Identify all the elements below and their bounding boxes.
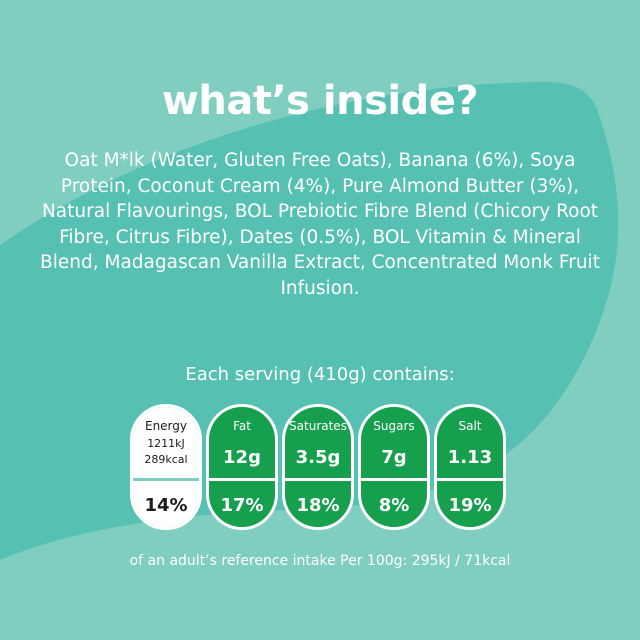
saturates-percent: 18%: [296, 495, 340, 516]
reference-intake-note: of an adult’s reference intake Per 100g:…: [129, 553, 511, 569]
salt-badge: Salt 1.13 19%: [434, 404, 506, 530]
saturates-value: 3.5g: [295, 447, 341, 468]
serving-label: Each serving (410g) contains:: [185, 364, 455, 385]
salt-label: Salt: [458, 419, 482, 433]
energy-kcal: 289kcal: [144, 453, 188, 466]
energy-badge: Energy 1211kJ 289kcal 14%: [130, 404, 202, 530]
energy-kj: 1211kJ: [147, 437, 185, 450]
sugars-badge: Sugars 7g 8%: [358, 404, 430, 530]
fat-value: 12g: [223, 447, 261, 468]
fat-percent: 17%: [220, 495, 264, 516]
fat-label: Fat: [233, 419, 251, 433]
saturates-label: Saturates: [289, 419, 347, 433]
ingredients-list: Oat M*lk (Water, Gluten Free Oats), Bana…: [40, 150, 600, 299]
salt-value: 1.13: [447, 447, 493, 468]
energy-percent: 14%: [144, 495, 188, 516]
sugars-percent: 8%: [378, 495, 410, 516]
salt-percent: 19%: [448, 495, 492, 516]
sugars-value: 7g: [381, 447, 407, 468]
fat-badge: Fat 12g 17%: [206, 404, 278, 530]
page-title: what’s inside?: [161, 78, 479, 124]
energy-label: Energy: [144, 419, 187, 433]
saturates-badge: Saturates 3.5g 18%: [282, 404, 354, 530]
sugars-label: Sugars: [373, 419, 415, 433]
